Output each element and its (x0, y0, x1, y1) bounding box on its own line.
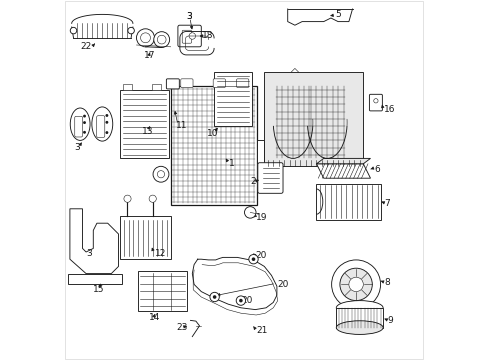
Text: 13: 13 (142, 127, 153, 136)
Text: 3: 3 (162, 172, 167, 181)
Circle shape (248, 255, 258, 264)
Bar (213, 72, 251, 126)
Circle shape (331, 260, 380, 309)
Circle shape (153, 32, 169, 48)
Circle shape (83, 131, 86, 134)
Circle shape (239, 299, 242, 302)
Ellipse shape (336, 301, 382, 315)
Polygon shape (316, 158, 370, 164)
Circle shape (136, 29, 154, 47)
Text: 3: 3 (186, 12, 191, 21)
Ellipse shape (70, 108, 90, 140)
FancyBboxPatch shape (257, 163, 283, 193)
Circle shape (189, 33, 195, 39)
Text: 5: 5 (335, 10, 340, 19)
Circle shape (105, 114, 108, 117)
FancyBboxPatch shape (166, 79, 179, 89)
Text: 19: 19 (256, 213, 267, 222)
Text: 18: 18 (202, 31, 213, 40)
Text: 23: 23 (177, 323, 188, 332)
Text: 1: 1 (228, 159, 234, 168)
Circle shape (105, 131, 108, 134)
Circle shape (70, 27, 77, 34)
Text: 4: 4 (267, 168, 273, 177)
Circle shape (123, 195, 131, 202)
Text: 20: 20 (276, 280, 288, 289)
Circle shape (244, 207, 256, 218)
FancyBboxPatch shape (368, 94, 382, 111)
Bar (120, 216, 170, 259)
FancyBboxPatch shape (181, 79, 193, 87)
Text: 8: 8 (384, 278, 389, 287)
Text: 21: 21 (256, 326, 267, 335)
Text: 20: 20 (255, 251, 266, 260)
Polygon shape (316, 164, 370, 178)
Text: 3: 3 (186, 12, 191, 21)
Text: 2: 2 (249, 177, 255, 186)
Text: 12: 12 (154, 249, 165, 258)
Text: 6: 6 (373, 165, 379, 174)
FancyBboxPatch shape (178, 25, 201, 47)
Text: 3: 3 (75, 143, 80, 152)
Text: 11: 11 (176, 122, 187, 130)
Text: 9: 9 (386, 316, 392, 325)
Bar (316, 184, 381, 220)
Circle shape (348, 277, 363, 292)
Bar (257, 140, 264, 184)
Circle shape (339, 268, 371, 301)
Circle shape (105, 121, 108, 124)
Circle shape (127, 27, 134, 34)
Ellipse shape (336, 321, 382, 334)
Text: 3: 3 (86, 249, 92, 258)
Text: 10: 10 (206, 129, 218, 138)
Circle shape (149, 195, 156, 202)
Circle shape (83, 121, 86, 124)
Text: 15: 15 (93, 285, 104, 294)
Circle shape (251, 257, 255, 261)
Text: 20: 20 (241, 296, 252, 305)
Text: 16: 16 (383, 105, 394, 114)
Bar (264, 72, 363, 166)
Text: 22: 22 (81, 42, 92, 51)
FancyBboxPatch shape (236, 79, 248, 87)
Bar (138, 271, 186, 311)
Circle shape (212, 295, 216, 299)
Circle shape (236, 296, 245, 305)
Bar (170, 86, 257, 205)
Text: 14: 14 (149, 313, 160, 322)
Circle shape (153, 166, 168, 182)
FancyBboxPatch shape (213, 79, 225, 87)
Text: 7: 7 (383, 199, 389, 208)
Ellipse shape (92, 107, 113, 141)
Polygon shape (287, 9, 352, 25)
Text: 17: 17 (143, 51, 155, 60)
Bar (120, 90, 168, 158)
Bar (336, 308, 382, 328)
Circle shape (83, 114, 86, 117)
Bar (152, 84, 160, 90)
Circle shape (209, 292, 219, 302)
Bar (68, 274, 122, 284)
Bar (123, 84, 132, 90)
Polygon shape (70, 209, 118, 274)
